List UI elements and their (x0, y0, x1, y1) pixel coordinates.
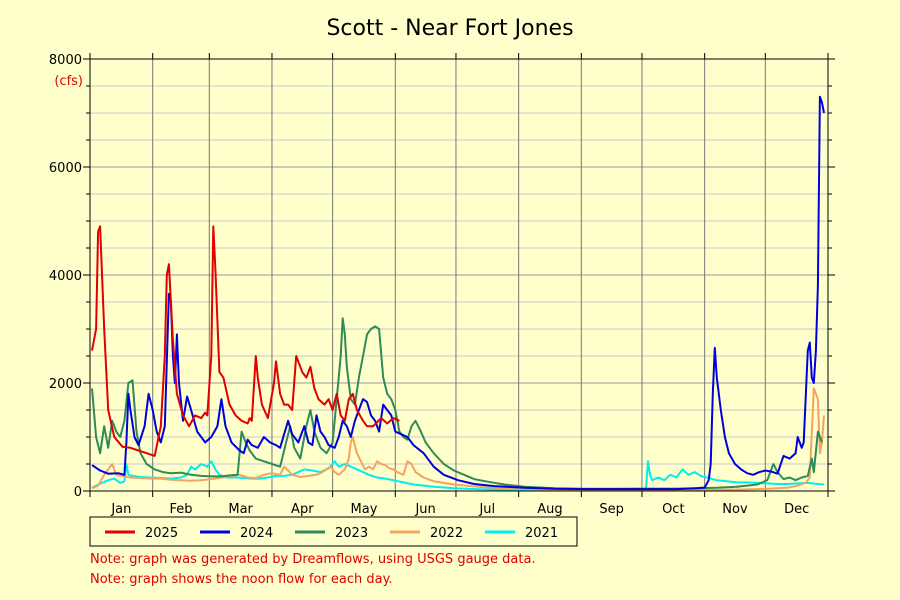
grid-lines (90, 59, 828, 491)
x-tick-label: Mar (228, 502, 253, 517)
legend: 2025 2024 2023 2022 2021 (89, 516, 578, 547)
y-tick-label: 6000 (49, 161, 82, 176)
y-tick-label: 2000 (49, 377, 82, 392)
x-tick-label: May (351, 502, 378, 517)
note-noon-flow: Note: graph shows the noon flow for each… (90, 572, 393, 587)
series-line-2025 (91, 225, 400, 457)
legend-label-2024: 2024 (240, 526, 273, 541)
series-lines (91, 95, 825, 492)
y-tick-label: 8000 (49, 53, 82, 68)
x-tick-label: Apr (291, 502, 314, 517)
legend-label-2025: 2025 (145, 526, 178, 541)
x-tick-label: Oct (662, 502, 684, 517)
x-tick-label: Nov (722, 502, 748, 517)
axis-tick-marks (83, 53, 835, 497)
plot-frame (89, 58, 829, 492)
chart-title: Scott - Near Fort Jones (326, 16, 573, 41)
series-line-2024 (91, 95, 825, 491)
y-tick-labels: 0 2000 4000 6000 8000 (49, 53, 82, 500)
legend-label-2023: 2023 (335, 526, 368, 541)
legend-label-2021: 2021 (525, 526, 558, 541)
x-tick-label: Jun (414, 502, 435, 517)
x-tick-label: Sep (599, 502, 624, 517)
note-source: Note: graph was generated by Dreamflows,… (90, 552, 536, 567)
x-tick-labels: Jan Feb Mar Apr May Jun Jul Aug Sep Oct Nov Dec (110, 502, 809, 517)
y-tick-label: 0 (74, 485, 82, 500)
x-tick-label: Feb (169, 502, 192, 517)
x-tick-label: Dec (784, 502, 809, 517)
y-axis-unit-label: (cfs) (54, 74, 83, 89)
x-tick-label: Jan (110, 502, 131, 517)
legend-label-2022: 2022 (430, 526, 463, 541)
y-tick-label: 4000 (49, 269, 82, 284)
series-line-2022 (91, 387, 825, 492)
x-tick-label: Jul (478, 502, 495, 517)
series-line-2021 (91, 460, 825, 492)
x-tick-label: Aug (537, 502, 562, 517)
